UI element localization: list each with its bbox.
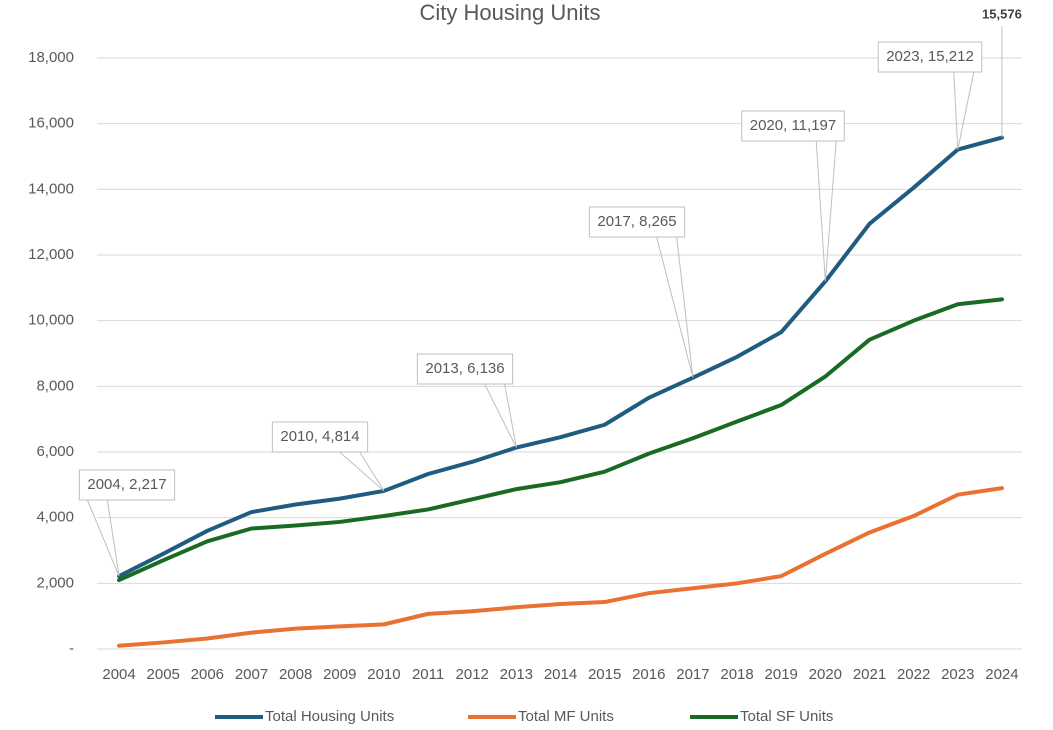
data-label: 2023, 15,212 <box>886 48 974 65</box>
y-tick-label: 18,000 <box>28 49 74 66</box>
x-tick-label: 2011 <box>412 666 444 683</box>
x-tick-label: 2018 <box>720 666 753 683</box>
line-series <box>117 135 1004 579</box>
callout-pointer <box>815 140 837 282</box>
x-tick-label: 2010 <box>367 666 400 683</box>
data-label: 2004, 2,217 <box>87 476 166 493</box>
y-tick-label: - <box>69 640 74 657</box>
chart-title: City Housing Units <box>420 0 601 25</box>
x-tick-label: 2013 <box>500 666 533 683</box>
callout-pointer <box>953 71 975 150</box>
x-tick-label: 2017 <box>676 666 709 683</box>
x-tick-label: 2009 <box>323 666 356 683</box>
y-tick-label: 16,000 <box>28 115 74 132</box>
y-tick-label: 10,000 <box>28 312 74 329</box>
x-tick-label: 2022 <box>897 666 930 683</box>
callout-box <box>877 41 983 73</box>
y-tick-label: 4,000 <box>36 509 74 526</box>
data-label: 2017, 8,265 <box>597 213 676 230</box>
data-label: 2013, 6,136 <box>425 360 504 377</box>
callout-box <box>416 353 514 385</box>
y-tick-label: 12,000 <box>28 246 74 263</box>
callout-box <box>741 110 845 142</box>
x-tick-label: 2015 <box>588 666 621 683</box>
y-tick-label: 2,000 <box>36 574 74 591</box>
x-tick-label: 2007 <box>235 666 268 683</box>
data-label: 2020, 11,197 <box>750 117 836 134</box>
x-tick-label: 2024 <box>985 666 1018 683</box>
y-tick-label: 8,000 <box>36 377 74 394</box>
callout-box <box>588 206 686 238</box>
x-tick-label: 2021 <box>853 666 886 683</box>
x-tick-label: 2019 <box>765 666 798 683</box>
line-series <box>117 297 1004 583</box>
y-tick-label: 6,000 <box>36 443 74 460</box>
x-tick-label: 2023 <box>941 666 974 683</box>
callout-box <box>78 469 176 501</box>
callout-pointer <box>86 499 120 577</box>
legend-label: Total Housing Units <box>265 708 394 725</box>
callout-pointer <box>484 383 517 448</box>
legend-label: Total MF Units <box>518 708 614 725</box>
callout-pointer <box>339 451 385 492</box>
x-tick-label: 2020 <box>809 666 842 683</box>
legend-label: Total SF Units <box>740 708 833 725</box>
x-tick-label: 2005 <box>147 666 180 683</box>
data-label: 2010, 4,814 <box>280 428 359 445</box>
x-tick-label: 2012 <box>456 666 489 683</box>
callout-pointer <box>656 236 694 378</box>
x-tick-label: 2008 <box>279 666 312 683</box>
x-tick-label: 2004 <box>102 666 135 683</box>
x-tick-label: 2006 <box>191 666 224 683</box>
x-tick-label: 2016 <box>632 666 665 683</box>
y-tick-label: 14,000 <box>28 180 74 197</box>
callout-box <box>271 421 369 453</box>
line-series <box>117 486 1004 648</box>
data-label: 15,576 <box>982 6 1022 21</box>
x-tick-label: 2014 <box>544 666 577 683</box>
